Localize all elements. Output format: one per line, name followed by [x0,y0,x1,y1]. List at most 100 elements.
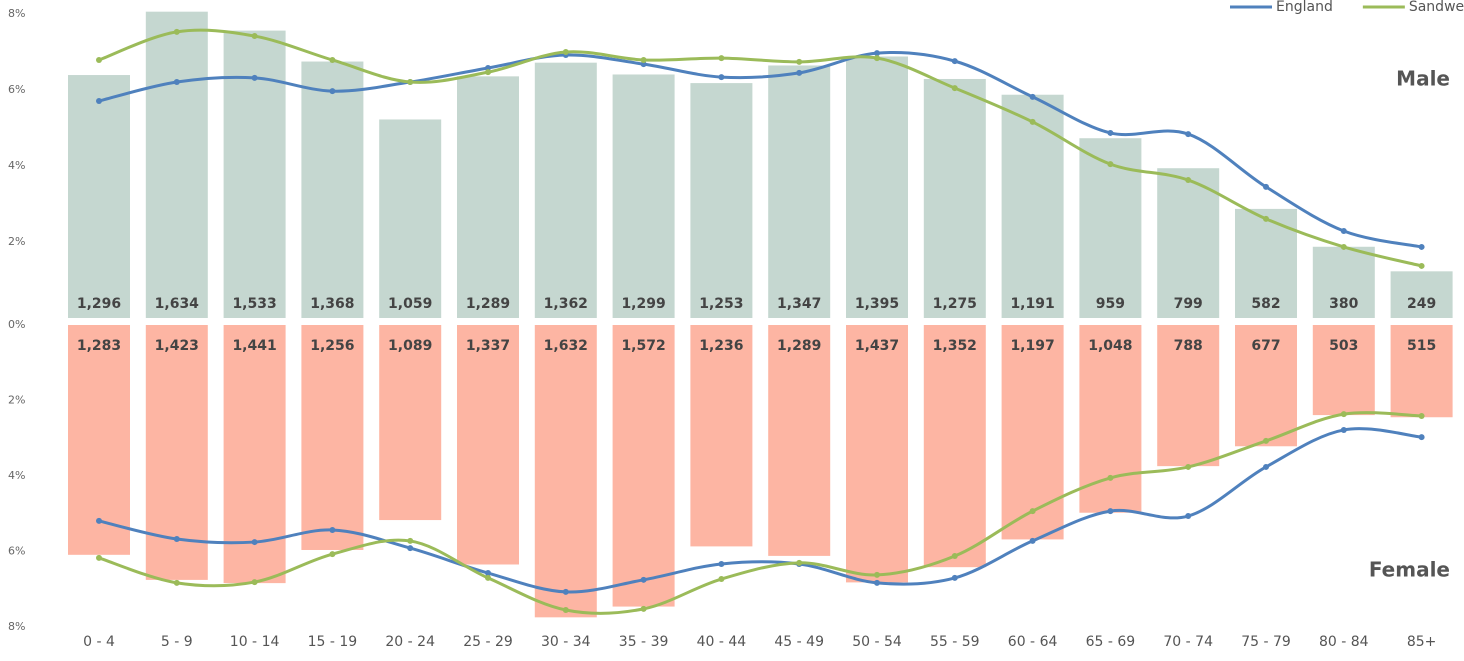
point [485,69,491,76]
bar-value-label: 1,253 [699,296,743,312]
point [562,607,569,614]
point [951,58,958,65]
bar-value-label: 1,441 [232,338,276,354]
x-tick-label: 70 - 74 [1163,634,1213,650]
x-tick-label: 30 - 34 [541,634,591,650]
x-tick-label: 75 - 79 [1241,634,1291,650]
bar-value-label: 1,337 [466,338,510,354]
point [1185,177,1192,184]
bar-value-label: 1,368 [310,296,354,312]
bar [68,325,130,555]
bar-value-label: 380 [1329,296,1358,312]
x-tick-label: 80 - 84 [1319,634,1369,650]
bar-value-label: 1,352 [933,338,977,354]
y-tick-label: 2% [8,394,25,407]
point [796,58,803,65]
y-tick-label: 6% [8,545,25,558]
point [874,571,880,578]
point [251,539,258,546]
bar-value-label: 1,289 [777,338,821,354]
point [1107,474,1114,481]
bar [223,30,286,318]
bar-value-label: 1,089 [388,338,432,354]
bar-value-label: 582 [1251,296,1280,312]
point [1107,161,1114,168]
bar [846,56,908,318]
point [640,56,647,63]
bar [923,325,986,568]
point [407,545,414,552]
bar [1157,325,1220,467]
point [718,576,725,583]
point [96,517,102,524]
point [329,526,336,533]
bar-value-label: 1,395 [855,296,899,312]
y-tick-label: 8% [8,7,25,20]
bar-value-label: 1,572 [621,338,665,354]
x-tick-label: 5 - 9 [161,634,193,650]
point [1029,93,1036,100]
point [1029,508,1036,515]
point [485,64,491,71]
line [98,411,1422,615]
x-tick-label: 85+ [1407,634,1437,650]
bar-value-label: 1,347 [777,296,821,312]
point [1340,243,1347,250]
bar [379,119,442,318]
bar [457,76,519,319]
bar-value-label: 1,048 [1088,338,1132,354]
x-tick-label: 10 - 14 [230,634,280,650]
point [1418,412,1425,419]
point [173,79,180,86]
bar-value-label: 503 [1329,338,1358,354]
point [1263,463,1269,470]
bar [534,325,597,618]
bar [1312,325,1375,416]
bar [534,62,597,319]
bar-value-label: 959 [1096,296,1125,312]
x-tick-label: 15 - 19 [308,634,358,650]
bar-value-label: 1,191 [1010,296,1054,312]
point [951,85,958,92]
bar-value-label: 1,236 [699,338,743,354]
point [562,49,569,55]
point [796,559,803,566]
point [640,61,647,68]
bar [612,74,675,318]
bar-value-label: 1,423 [155,338,199,354]
point [718,560,725,567]
point [796,69,803,76]
bar-value-label: 1,283 [77,338,121,354]
point [1029,118,1036,125]
y-tick-label: 2% [8,235,25,248]
bar [1390,325,1453,418]
point [1185,463,1192,470]
point [173,28,180,35]
bar-value-label: 515 [1407,338,1436,354]
x-tick-label: 40 - 44 [697,634,747,650]
bar [612,325,675,607]
x-tick-label: 20 - 24 [385,634,435,650]
point [718,74,725,81]
bar [690,83,753,318]
y-tick-label: 8% [8,620,25,633]
point [640,576,647,583]
point [251,579,258,586]
bar-value-label: 1,632 [544,338,588,354]
bar [301,325,364,550]
point [1340,227,1347,234]
y-tick-label: 0% [8,318,25,331]
point [1185,131,1192,138]
bar-value-label: 1,362 [544,296,588,312]
y-tick-label: 4% [8,469,25,482]
bar [145,11,208,318]
point [1185,513,1192,520]
bar [1157,168,1220,318]
point [1107,508,1114,515]
point [874,50,880,57]
point [1340,426,1347,433]
x-tick-label: 65 - 69 [1086,634,1136,650]
point [1263,437,1269,444]
